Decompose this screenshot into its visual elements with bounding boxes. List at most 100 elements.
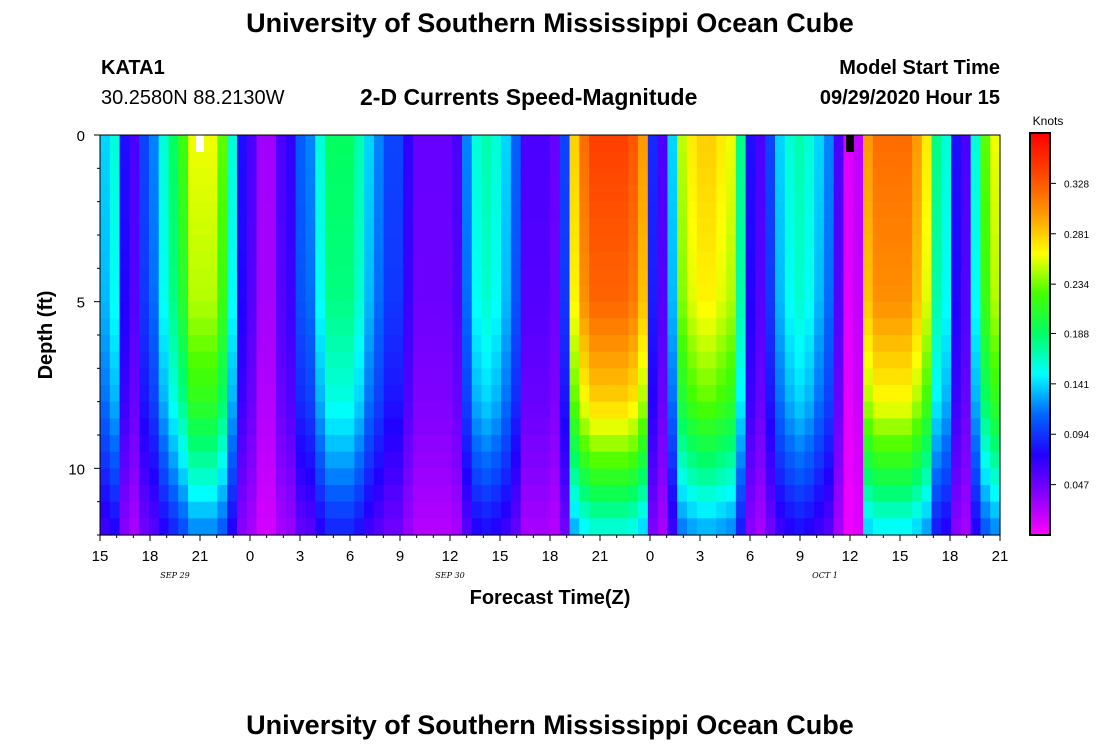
- heatmap-cell: [892, 318, 903, 336]
- heatmap-cell: [471, 385, 483, 403]
- heatmap-cell: [100, 518, 111, 536]
- heatmap-cell: [276, 335, 287, 353]
- heatmap-cell: [608, 485, 620, 503]
- heatmap-cell: [833, 218, 845, 236]
- heatmap-cell: [657, 335, 668, 353]
- heatmap-cell: [892, 168, 903, 186]
- heatmap-cell: [305, 285, 316, 303]
- heatmap-cell: [197, 451, 209, 469]
- heatmap-cell: [178, 201, 189, 219]
- heatmap-cell: [677, 285, 688, 303]
- heatmap-cell: [911, 318, 923, 336]
- heatmap-cell: [364, 501, 375, 519]
- heatmap-cell: [628, 435, 639, 453]
- heatmap-cell: [892, 385, 903, 403]
- heatmap-cell: [471, 168, 483, 186]
- heatmap-cell: [481, 335, 492, 353]
- heatmap-cell: [491, 385, 502, 403]
- heatmap-cell: [726, 168, 737, 186]
- station-coordinates: 30.2580N 88.2130W: [101, 87, 285, 109]
- heatmap-cell: [129, 385, 140, 403]
- heatmap-cell: [569, 218, 580, 236]
- heatmap-cell: [510, 518, 522, 536]
- heatmap-cell: [550, 468, 561, 486]
- heatmap-cell: [100, 201, 111, 219]
- heatmap-cell: [579, 418, 590, 436]
- heatmap-cell: [305, 485, 316, 503]
- heatmap-cell: [432, 501, 443, 519]
- heatmap-cell: [481, 185, 492, 203]
- heatmap-cell: [305, 418, 316, 436]
- heatmap-cell: [677, 451, 688, 469]
- x-tick-label: 21: [192, 548, 209, 565]
- heatmap-cell: [217, 151, 228, 169]
- heatmap-cell: [598, 501, 610, 519]
- heatmap-cell: [100, 301, 111, 319]
- heatmap-cell: [794, 368, 805, 386]
- heatmap-cell: [794, 451, 805, 469]
- heatmap-cell: [638, 401, 649, 419]
- heatmap-cell: [383, 518, 395, 536]
- heatmap-cell: [863, 268, 874, 286]
- heatmap-cell: [784, 501, 796, 519]
- heatmap-cell: [755, 185, 766, 203]
- heatmap-cell: [833, 418, 845, 436]
- heatmap-cell: [911, 251, 923, 269]
- heatmap-cell: [422, 268, 434, 286]
- heatmap-cell: [872, 168, 884, 186]
- heatmap-cell: [765, 435, 776, 453]
- heatmap-cell: [892, 368, 903, 386]
- heatmap-cell: [373, 285, 385, 303]
- heatmap-cell: [618, 368, 629, 386]
- heatmap-cell: [207, 351, 218, 369]
- heatmap-cell: [941, 351, 952, 369]
- heatmap-cell: [598, 335, 610, 353]
- heatmap-cell: [667, 451, 678, 469]
- heatmap-cell: [305, 385, 316, 403]
- heatmap-cell: [530, 451, 541, 469]
- heatmap-cell: [227, 451, 238, 469]
- heatmap-cell: [990, 201, 1001, 219]
- heatmap-cell: [236, 485, 248, 503]
- heatmap-cell: [941, 201, 952, 219]
- heatmap-cell: [686, 135, 698, 153]
- heatmap-cell: [911, 235, 923, 253]
- x-tick-label: 15: [492, 548, 509, 565]
- heatmap-cell: [872, 185, 884, 203]
- heatmap-cell: [178, 218, 189, 236]
- heatmap-cell: [579, 518, 590, 536]
- heatmap-cell: [442, 201, 453, 219]
- heatmap-cell: [246, 351, 258, 369]
- heatmap-cell: [667, 235, 678, 253]
- heatmap-cell: [853, 368, 864, 386]
- heatmap-cell: [207, 268, 218, 286]
- heatmap-cell: [325, 151, 336, 169]
- heatmap-cell: [109, 168, 121, 186]
- heatmap-cell: [148, 468, 160, 486]
- heatmap-cell: [569, 251, 580, 269]
- heatmap-cell: [598, 401, 610, 419]
- heatmap-cell: [540, 518, 551, 536]
- heatmap-cell: [833, 268, 845, 286]
- heatmap-cell: [197, 485, 209, 503]
- heatmap-cell: [872, 135, 884, 153]
- heatmap-cell: [354, 468, 365, 486]
- heatmap-cell: [755, 301, 766, 319]
- heatmap-cell: [598, 318, 610, 336]
- heatmap-cell: [158, 518, 170, 536]
- x-tick-label: 21: [992, 548, 1009, 565]
- heatmap-cell: [217, 518, 228, 536]
- heatmap-cell: [823, 285, 835, 303]
- heatmap-cell: [706, 318, 717, 336]
- heatmap-cell: [569, 168, 580, 186]
- heatmap-cell: [686, 468, 698, 486]
- heatmap-cell: [530, 151, 541, 169]
- heatmap-cell: [667, 468, 678, 486]
- heatmap-cell: [520, 501, 532, 519]
- heatmap-cell: [393, 218, 404, 236]
- heatmap-cell: [755, 518, 766, 536]
- heatmap-cell: [148, 135, 160, 153]
- heatmap-cell: [823, 518, 835, 536]
- heatmap-cell: [334, 285, 346, 303]
- heatmap-cell: [706, 351, 717, 369]
